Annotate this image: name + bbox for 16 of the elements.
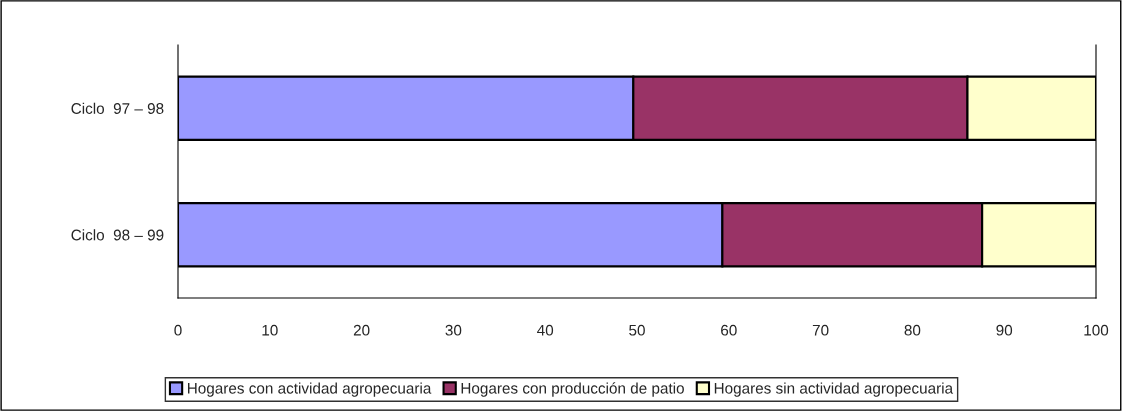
x-tick-label: 70 xyxy=(812,324,829,336)
legend-label: Hogares con producción de patio xyxy=(461,382,684,397)
x-tick-label: 40 xyxy=(537,324,554,336)
x-tick-label: 100 xyxy=(1084,324,1109,336)
x-tick-label: 30 xyxy=(445,324,462,336)
x-tick-label: 90 xyxy=(996,324,1013,336)
legend-label: Hogares sin actividad agropecuaria xyxy=(714,382,954,397)
legend-label: Hogares con actividad agropecuaria xyxy=(188,382,432,397)
y-tick-label: Ciclo 97 – 98 xyxy=(71,102,164,114)
y-tick-label: Ciclo 98 – 99 xyxy=(71,229,164,241)
x-tick-label: 80 xyxy=(904,324,921,336)
x-tick-label: 0 xyxy=(174,324,182,336)
x-tick-label: 10 xyxy=(262,324,278,336)
x-tick-label: 50 xyxy=(629,324,645,336)
x-tick-label: 20 xyxy=(353,324,370,336)
x-tick-label: 60 xyxy=(721,324,737,336)
